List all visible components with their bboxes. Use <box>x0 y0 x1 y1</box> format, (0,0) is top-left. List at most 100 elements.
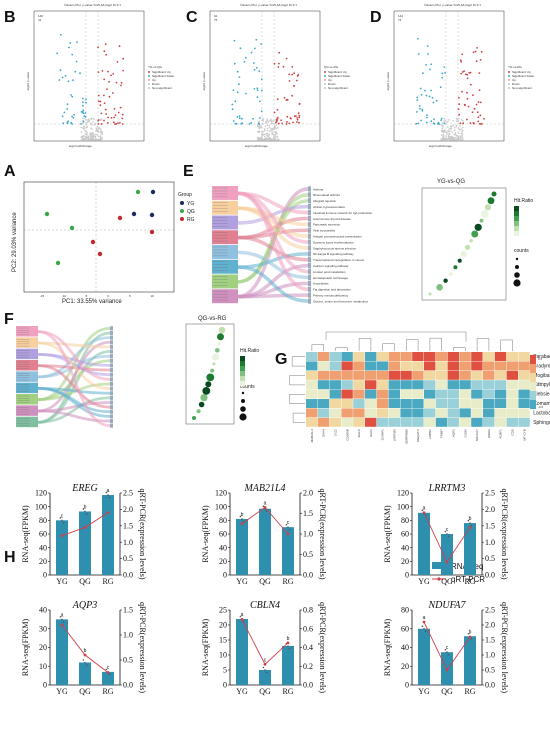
volcano-point-down <box>232 120 235 122</box>
barchart-y-tick-label: 20 <box>401 662 409 671</box>
volcano-point-up <box>458 96 460 99</box>
volcano-point-up <box>463 70 465 73</box>
barchart-y2-tick-label: 0.4 <box>303 643 313 652</box>
sankey-pathway-block <box>110 414 113 419</box>
heatmap-cell <box>365 389 377 399</box>
sankey-pathway-block <box>308 274 311 281</box>
barchart-sig-letter: a <box>423 615 426 621</box>
dotplot-point <box>215 348 220 353</box>
volcano-point-up <box>273 111 276 114</box>
volcano-legend-marker <box>324 79 326 81</box>
volcano-point-down <box>236 91 239 94</box>
volcano-point-down <box>66 108 68 110</box>
heatmap-col-label: CDS <box>511 429 515 435</box>
volcano-point-ns <box>454 129 456 131</box>
pca-xlabel: PC1: 33.55% variance <box>62 299 122 305</box>
sankey-flow <box>37 409 111 423</box>
barchart-qpcr-point <box>240 617 244 621</box>
volcano-point-ns <box>100 118 103 121</box>
volcano-point-ns <box>452 120 454 122</box>
heatmap-cell <box>447 389 459 399</box>
dotplot-ratio-swatch <box>240 366 245 371</box>
volcano-point-ns <box>270 122 273 124</box>
sankey-flow <box>237 293 309 299</box>
sankey-pathway-label: Viral myocarditis <box>313 229 335 233</box>
dotplot-count-marker <box>515 265 519 269</box>
heatmap-cell <box>341 370 353 380</box>
sankey-pathway-block <box>308 186 311 192</box>
volcano-point-ns <box>450 139 453 141</box>
volcano-point-ns <box>446 133 448 135</box>
volcano-legend-marker <box>148 75 150 77</box>
heatmap-cell <box>353 389 365 399</box>
volcano-point-up <box>122 69 124 72</box>
volcano-point-ns <box>271 131 273 133</box>
heatmap-cell <box>518 408 530 418</box>
barchart-x-label: QG <box>259 687 271 696</box>
legend-qpcr-label: qRT-PCR <box>451 575 485 584</box>
barchart-sig-letter: c <box>446 645 449 651</box>
volcano-point-down <box>71 95 74 98</box>
sankey-category-block <box>16 382 38 394</box>
volcano-point-ns <box>267 138 270 140</box>
volcano-point-ns <box>266 129 269 132</box>
heatmap-dendro-branch <box>476 338 490 351</box>
sankey-pathway-block <box>110 409 113 414</box>
volcano-point-ns <box>447 126 449 128</box>
volcano-down-count: 75 <box>214 18 218 22</box>
heatmap-cell <box>435 408 448 418</box>
heatmap-cell <box>306 408 318 418</box>
volcano-point-up <box>483 117 485 120</box>
heatmap-cell <box>329 389 341 399</box>
sankey-pathway-label: Glycine, serine and threonine metabolism <box>313 299 369 303</box>
barchart-y2-tick-label: 1.5 <box>485 636 495 645</box>
volcano-point-ns <box>99 119 102 121</box>
sankey-category-block <box>16 348 38 360</box>
volcano-point-ns <box>95 127 97 129</box>
barchart-replicate <box>85 664 88 666</box>
volcano-point-ns <box>457 120 459 123</box>
volcano-point-down <box>256 96 259 99</box>
barchart-sig-letter: c <box>287 520 290 526</box>
volcano-point-down <box>243 61 246 63</box>
heatmap-cell <box>317 417 330 427</box>
volcano-point-ns <box>90 117 93 120</box>
volcano-point-ns <box>93 134 95 136</box>
barchart-y-tick-label: 40 <box>401 643 409 652</box>
barchart-y2-tick-label: 0.0 <box>123 571 133 580</box>
heatmap-cell <box>365 417 377 427</box>
volcano-point-ns <box>93 118 95 121</box>
heatmap-cell <box>412 370 424 380</box>
barchart-y2label: qRT-PCR(expression levels) <box>318 489 327 580</box>
volcano-point-ns <box>442 136 444 139</box>
dotplot-ratio-swatch <box>514 221 519 226</box>
volcano-point-ns <box>440 123 442 126</box>
volcano-point-down <box>426 116 428 119</box>
volcano-point-ns <box>99 127 102 130</box>
barchart-sig-letter: b <box>469 629 472 635</box>
heatmap-cell <box>483 389 495 399</box>
sankey-e: Asthma Rheumatoid arthritis Allograft reje… <box>212 186 373 304</box>
barchart-replicate <box>447 653 450 656</box>
volcano-point-up <box>478 72 481 74</box>
heatmap-cell <box>400 408 412 418</box>
volcano-point-up <box>291 66 294 68</box>
volcano-legend-marker <box>324 75 326 77</box>
dotplot-count-marker <box>239 413 247 421</box>
volcano-point-down <box>69 42 72 44</box>
barchart-y-tick-label: 20 <box>39 643 47 652</box>
volcano-points <box>394 11 504 141</box>
heatmap-col-label: MAB21L4 <box>310 429 314 443</box>
volcano-point-down <box>420 93 423 96</box>
volcano-point-ns <box>258 130 260 133</box>
barchart-sig-letter: a <box>423 506 426 512</box>
volcano-point-up <box>465 73 467 76</box>
volcano-point-ns <box>274 135 276 137</box>
volcano-point-up <box>103 119 105 122</box>
volcano-point-down <box>441 76 443 79</box>
heatmap-cell <box>447 370 459 380</box>
barchart-replicate <box>105 491 108 494</box>
volcano-point-ns <box>101 136 103 139</box>
volcano-point-down <box>240 123 242 125</box>
